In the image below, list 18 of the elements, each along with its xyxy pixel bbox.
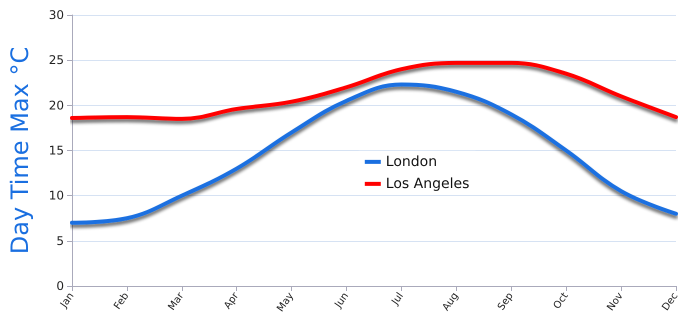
x-tick-label: Sep xyxy=(496,290,516,313)
legend-label: London xyxy=(386,154,438,170)
y-tick-label: 15 xyxy=(48,144,64,158)
x-tick-label: Jul xyxy=(389,290,406,308)
legend-label: Los Angeles xyxy=(386,176,470,192)
y-tick-label: 20 xyxy=(48,98,64,112)
x-tick-label: Jun xyxy=(332,290,352,311)
y-tick-label: 25 xyxy=(48,53,64,68)
x-tick-label: Jan xyxy=(58,290,77,311)
y-axis-title: Day Time Max °C xyxy=(6,46,34,254)
y-tick-label: 5 xyxy=(56,234,64,248)
y-tick-label: 10 xyxy=(48,188,64,203)
line-series xyxy=(70,82,678,225)
line-series xyxy=(70,60,678,121)
y-tick-label: 0 xyxy=(56,279,64,293)
y-tick-label: 30 xyxy=(48,8,64,22)
x-tick-label: Feb xyxy=(112,290,132,312)
x-tick-label: Oct xyxy=(552,290,571,312)
